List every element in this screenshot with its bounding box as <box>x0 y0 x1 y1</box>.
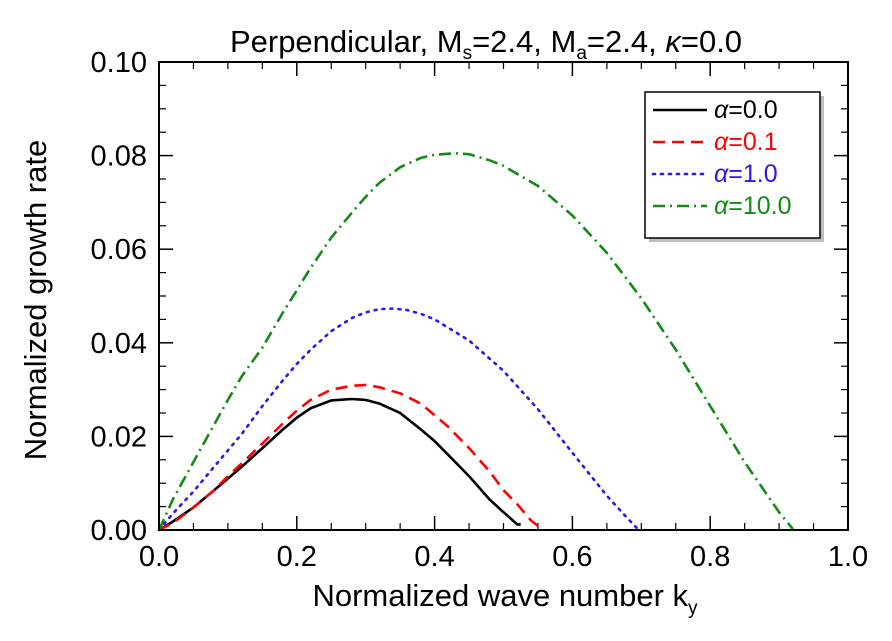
legend-alpha-symbol: α <box>714 192 729 220</box>
title-kappa-symbol: κ <box>665 24 682 59</box>
y-tick-label: 0.02 <box>91 421 147 453</box>
legend-label: α=0.1 <box>714 128 778 156</box>
y-tick-label: 0.10 <box>91 47 147 79</box>
series-lines <box>157 151 794 532</box>
x-axis-label-main: Normalized wave number k <box>312 578 688 613</box>
legend-value: =1.0 <box>728 160 777 188</box>
y-axis-label: Normalized growth rate <box>18 140 53 460</box>
x-axis-label-subscript: y <box>688 598 698 619</box>
legend-alpha-symbol: α <box>714 96 729 124</box>
x-axis-label: Normalized wave number ky <box>312 578 698 619</box>
y-tick-label: 0.04 <box>91 328 147 360</box>
title-ma-subscript: a <box>576 43 587 64</box>
series-line-2 <box>157 307 640 532</box>
tick-labels: 0.0 0.2 0.4 0.6 0.8 1.0 0.00 0.02 0.04 0.06 0.08 0.… <box>91 47 869 573</box>
title-prefix: Perpendicular, M <box>230 24 463 59</box>
y-tick-label: 0.00 <box>91 515 147 547</box>
title-ma-value: =2.4, <box>587 24 665 59</box>
legend-label: α=10.0 <box>714 192 792 220</box>
x-tick-label: 0.2 <box>277 541 317 573</box>
y-tick-label: 0.08 <box>91 141 147 173</box>
title-kappa-value: =0.0 <box>681 24 742 59</box>
x-tick-label: 1.0 <box>828 541 868 573</box>
x-tick-label: 0.0 <box>139 541 179 573</box>
series-line-3 <box>157 151 794 531</box>
x-tick-label: 0.6 <box>552 541 592 573</box>
legend-alpha-symbol: α <box>714 128 729 156</box>
legend-label: α=1.0 <box>714 160 778 188</box>
legend-value: =10.0 <box>728 192 791 220</box>
x-tick-label: 0.8 <box>690 541 730 573</box>
chart-title: Perpendicular, Ms=2.4, Ma=2.4, κ=0.0 <box>230 24 742 64</box>
legend-items: α=0.0α=0.1α=1.0α=10.0 <box>651 96 792 220</box>
y-tick-label: 0.06 <box>91 234 147 266</box>
legend-value: =0.0 <box>728 96 777 124</box>
legend-value: =0.1 <box>728 128 777 156</box>
legend: α=0.0α=0.1α=1.0α=10.0 <box>644 91 824 242</box>
plot-frame <box>158 61 849 531</box>
title-ms-subscript: s <box>463 43 473 64</box>
title-ms-value: =2.4, M <box>472 24 576 59</box>
legend-alpha-symbol: α <box>714 160 729 188</box>
legend-label: α=0.0 <box>714 96 778 124</box>
series-line-1 <box>158 383 543 532</box>
series-line-0 <box>158 397 521 532</box>
legend-box <box>644 91 821 239</box>
x-tick-label: 0.4 <box>414 541 454 573</box>
